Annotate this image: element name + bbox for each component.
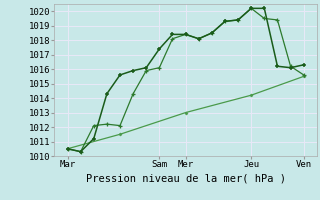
X-axis label: Pression niveau de la mer( hPa ): Pression niveau de la mer( hPa ) [86,173,286,183]
